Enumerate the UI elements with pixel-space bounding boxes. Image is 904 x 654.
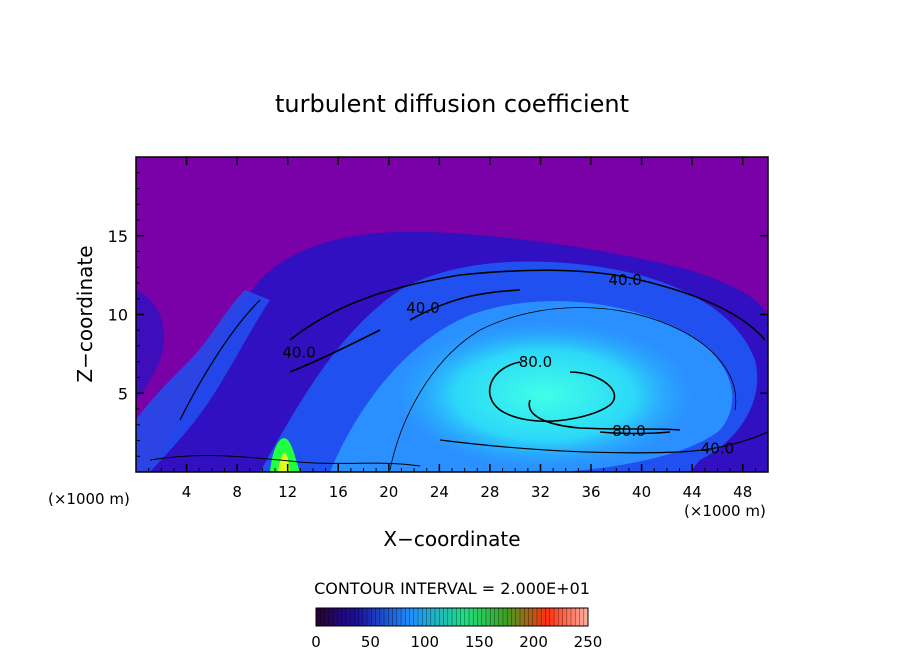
y-tick-label: 5 (118, 384, 128, 403)
x-tick-label: 44 (683, 483, 702, 501)
x-tick-label: 20 (379, 483, 398, 501)
contour-line (389, 307, 737, 471)
contour-line (439, 431, 768, 454)
x-tick-label: 48 (733, 483, 752, 501)
x-tick-label: 16 (329, 483, 348, 501)
contour-line (289, 269, 766, 341)
field-core (395, 320, 695, 470)
colorbar-tick-label: 100 (410, 633, 439, 651)
contour-interval-text: CONTOUR INTERVAL = 2.000E+01 (314, 579, 590, 598)
y-axis-label: Z−coordinate (73, 245, 97, 382)
contour-labels: 40.0 40.0 40.0 80.0 80.0 40.0 (282, 271, 734, 458)
contour-value-label: 80.0 (519, 353, 552, 371)
chart-title: turbulent diffusion coefficient (275, 90, 629, 118)
contour-value-label: 40.0 (282, 343, 315, 361)
heatmap-field (136, 157, 768, 472)
colorbar-tick-label: 50 (361, 633, 380, 651)
contour-value-label: 40.0 (608, 271, 641, 289)
colorbar-labels: 0 50 100 150 200 250 (311, 633, 602, 651)
x-unit-left: (×1000 m) (48, 490, 130, 508)
colorbar-tick-label: 0 (311, 633, 321, 651)
x-axis-label: X−coordinate (383, 527, 520, 551)
y-axis-ticks: 5 10 15 (108, 172, 768, 457)
contour-line (488, 361, 616, 422)
contour-line (528, 399, 681, 431)
colorbar-tick-label: 150 (465, 633, 494, 651)
x-tick-label: 28 (480, 483, 499, 501)
colorbar-tick-label: 250 (574, 633, 603, 651)
field-left-band (136, 290, 270, 472)
contour-value-label: 40.0 (406, 299, 439, 317)
contour-line (599, 431, 671, 435)
contour-line (149, 455, 421, 467)
x-unit-right: (×1000 m) (684, 502, 766, 520)
y-tick-label: 10 (108, 306, 128, 325)
colorbar-tick-label: 200 (519, 633, 548, 651)
colorbar: 0 50 100 150 200 250 (311, 607, 602, 651)
x-tick-label: 36 (581, 483, 600, 501)
contour-lines (149, 269, 768, 471)
contour-line (289, 329, 381, 373)
contour-line (179, 299, 261, 421)
x-tick-label: 40 (632, 483, 651, 501)
x-tick-label: 8 (232, 483, 242, 501)
field-left-vortex (136, 290, 164, 400)
y-tick-label: 15 (108, 227, 128, 246)
x-tick-label: 24 (430, 483, 449, 501)
x-tick-label: 4 (182, 483, 192, 501)
x-axis-ticks: 4 8 12 16 20 24 28 32 36 40 44 48 (148, 157, 756, 501)
x-tick-label: 12 (278, 483, 297, 501)
contour-value-label: 80.0 (612, 422, 645, 440)
colorbar-stripes (315, 608, 589, 626)
contour-line (409, 289, 521, 321)
contour-value-label: 40.0 (701, 439, 734, 457)
x-tick-label: 32 (531, 483, 550, 501)
